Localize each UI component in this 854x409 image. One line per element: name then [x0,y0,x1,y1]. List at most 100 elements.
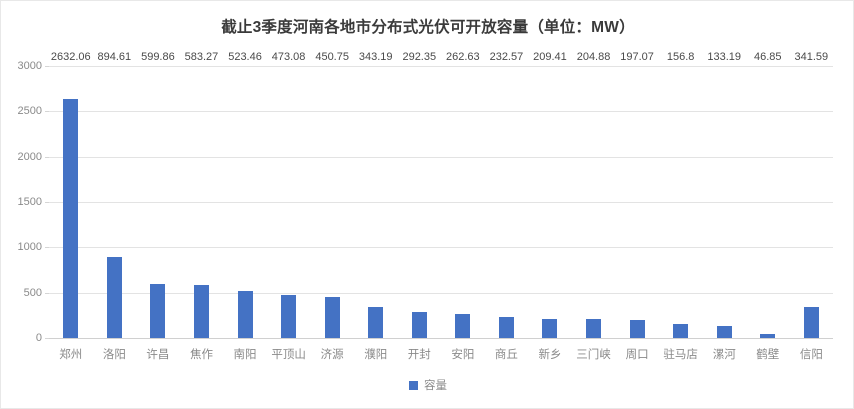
axis-baseline [49,338,833,339]
x-axis-category-label: 商丘 [494,349,518,361]
bar-value-label: 292.35 [402,51,437,63]
bar[interactable]: 523.46 [228,51,262,338]
y-axis-tick-mark [45,66,49,67]
bar-group: 133.19 漯河 [702,51,746,361]
bar-value-label: 232.57 [489,51,524,63]
x-axis-category-label: 安阳 [451,349,475,361]
bar-group: 450.75 济源 [310,51,354,361]
x-axis-category-label: 三门峡 [576,349,611,361]
x-axis-category-label: 许昌 [146,349,170,361]
bar-group: 209.41 新乡 [528,51,572,361]
x-axis-category-label: 南阳 [233,349,257,361]
bar[interactable]: 133.19 [707,51,741,338]
chart-legend: 容量 [1,377,853,393]
gridline [49,156,833,158]
bar[interactable]: 46.85 [754,51,782,338]
gridline [49,66,833,67]
y-axis-tick-mark [45,247,49,249]
bar[interactable]: 209.41 [533,51,567,338]
y-axis-tick-label: 1500 [17,196,42,208]
bar-value-label: 209.41 [533,51,567,63]
bar[interactable]: 232.57 [490,51,523,338]
x-axis-category-label: 济源 [320,349,344,361]
x-axis-category-label: 信阳 [799,349,823,361]
legend-label: 容量 [424,380,447,392]
bar-value-label: 204.88 [576,51,611,63]
y-axis-tick-label: 0 [35,332,42,344]
bar-group: 156.8 驻马店 [659,51,703,361]
bar[interactable]: 262.63 [446,51,480,338]
bar-group: 343.19 濮阳 [354,51,398,361]
bar[interactable]: 599.86 [141,51,175,338]
bar-value-label: 197.07 [620,51,654,63]
x-axis-category-label: 焦作 [189,349,213,361]
bar-value-label: 156.8 [666,51,695,63]
x-axis-category-label: 漯河 [712,349,736,361]
bar-series: 2632.06 郑州 894.61 洛阳 599.86 许昌 583.27 焦作 523.46 南… [49,51,834,361]
x-axis-category-label: 濮阳 [364,349,388,361]
y-axis-tick-label: 1000 [17,241,42,254]
bar-group: 232.57 商丘 [485,51,529,361]
bar-group: 583.27 焦作 [180,51,224,361]
y-axis-tick-mark [45,292,49,294]
bar-value-label: 343.19 [358,51,393,63]
bar-group: 894.61 洛阳 [93,51,137,361]
gridline [49,111,833,113]
x-axis-category-label: 郑州 [59,349,83,361]
bar-value-label: 523.46 [228,51,262,63]
bar-value-label: 133.19 [707,51,742,63]
bar-group: 523.46 南阳 [223,51,267,361]
bar-value-label: 599.86 [141,51,175,63]
gridline [49,247,833,249]
bar-group: 292.35 开封 [398,51,442,361]
x-axis-category-label: 鹤壁 [756,349,780,361]
y-axis-tick-mark [45,338,49,339]
bar-group: 2632.06 郑州 [49,51,93,361]
x-axis-category-label: 驻马店 [663,349,698,361]
x-axis-category-label: 新乡 [538,349,562,361]
bar[interactable]: 2632.06 [51,51,91,338]
y-axis-tick-label: 3000 [17,60,42,72]
bar-group: 262.63 安阳 [441,51,485,361]
bar[interactable]: 156.8 [667,51,694,338]
plot-area: 0 500 1000 1500 2000 2500 3000 2632.06 郑州 894.61… [18,51,834,361]
bar-group: 197.07 周口 [615,51,659,361]
bar[interactable]: 583.27 [185,51,218,338]
bar-group: 204.88 三门峡 [572,51,616,361]
bar[interactable]: 292.35 [402,51,436,338]
bar-group: 473.08 平顶山 [267,51,311,361]
x-axis-category-label: 平顶山 [271,349,306,361]
bar[interactable]: 450.75 [315,51,349,338]
bar-group: 46.85 鹤壁 [746,51,790,361]
y-axis-tick-mark [45,111,49,113]
bar-value-label: 341.59 [794,51,829,63]
x-axis-category-label: 周口 [625,349,649,361]
bar-group: 341.59 信阳 [790,51,834,361]
bar-value-label: 583.27 [184,51,219,63]
bar-value-label: 2632.06 [50,51,91,63]
legend-color-swatch [409,380,418,390]
bar[interactable]: 343.19 [359,51,393,338]
y-axis-tick-mark [45,156,49,158]
gridline [49,292,833,294]
bar-value-label: 473.08 [271,51,306,63]
bar-value-label: 262.63 [446,51,480,63]
bar[interactable]: 473.08 [272,51,305,338]
x-axis-category-label: 开封 [407,349,431,361]
chart-title: 截止3季度河南各地市分布式光伏可开放容量（单位：MW） [221,19,635,36]
bar-value-label: 46.85 [754,51,782,63]
bar[interactable]: 204.88 [577,51,610,338]
bar-value-label: 450.75 [315,51,349,63]
bar[interactable]: 197.07 [620,51,654,338]
y-axis-tick-mark [45,202,49,203]
y-axis-tick-label: 2000 [17,150,42,163]
x-axis-category-label: 洛阳 [102,349,126,361]
bar-group: 599.86 许昌 [136,51,180,361]
y-axis-tick-label: 2500 [17,105,42,118]
bar[interactable]: 894.61 [98,51,131,338]
bar-value-label: 894.61 [97,51,132,63]
bar[interactable]: 341.59 [795,51,828,338]
gridline [49,202,833,203]
y-axis-tick-label: 500 [23,286,42,299]
